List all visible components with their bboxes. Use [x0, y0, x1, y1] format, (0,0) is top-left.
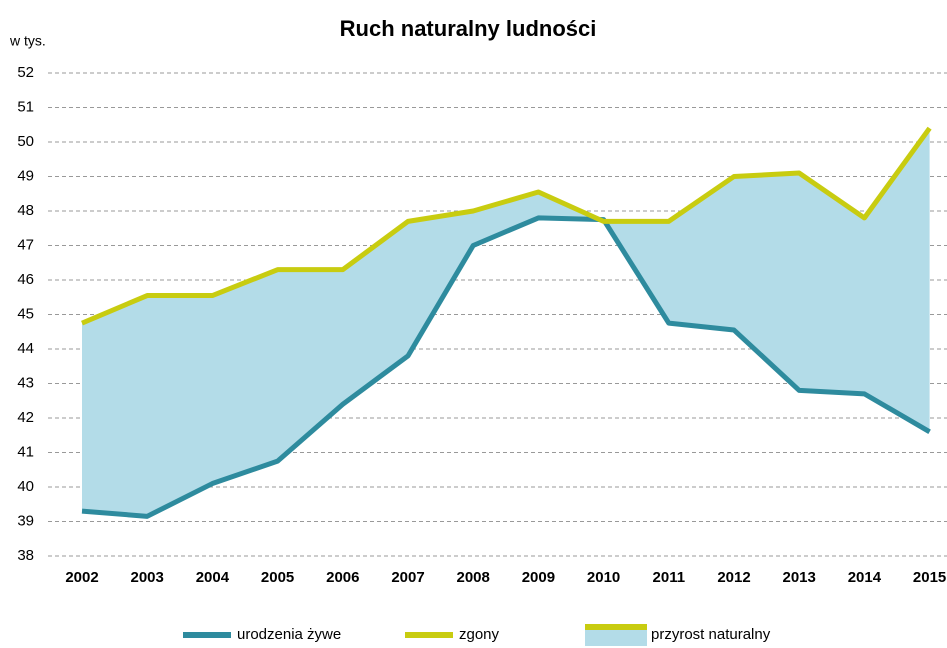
- y-tick-label: 49: [17, 167, 34, 184]
- y-tick-label: 41: [17, 443, 34, 460]
- y-tick-label: 51: [17, 98, 34, 115]
- y-tick-label: 40: [17, 478, 34, 495]
- chart-title: Ruch naturalny ludności: [340, 16, 597, 41]
- line: [81, 215, 931, 519]
- x-tick-label: 2005: [261, 569, 294, 586]
- legend-swatch: [585, 627, 647, 646]
- y-tick-label: 42: [17, 409, 34, 426]
- x-tick-label: 2003: [131, 569, 164, 586]
- y-unit: w tys.: [9, 33, 46, 49]
- x-tick-label: 2014: [848, 569, 882, 586]
- line: [81, 126, 932, 326]
- x-tick-label: 2015: [913, 569, 946, 586]
- y-tick-label: 46: [17, 271, 34, 288]
- x-tick-label: 2011: [653, 569, 686, 586]
- y-tick-label: 43: [17, 374, 34, 391]
- y-tick-label: 45: [17, 305, 34, 322]
- x-tick-label: 2007: [391, 569, 424, 586]
- y-tick-label: 44: [17, 340, 34, 357]
- legend-label: przyrost naturalny: [651, 626, 771, 643]
- x-tick-label: 2004: [196, 569, 230, 586]
- x-tick-label: 2010: [587, 569, 620, 586]
- x-tick-label: 2009: [522, 569, 555, 586]
- legend-label: urodzenia żywe: [237, 626, 341, 643]
- x-tick-label: 2002: [65, 569, 98, 586]
- y-tick-label: 52: [17, 64, 34, 81]
- y-tick-label: 39: [17, 512, 34, 529]
- y-tick-label: 50: [17, 133, 34, 150]
- legend-label: zgony: [459, 626, 500, 643]
- y-tick-label: 47: [17, 236, 34, 253]
- y-tick-label: 48: [17, 202, 34, 219]
- x-tick-label: 2012: [717, 569, 750, 586]
- y-tick-label: 38: [17, 547, 34, 564]
- x-tick-label: 2013: [783, 569, 816, 586]
- x-tick-label: 2008: [457, 569, 490, 586]
- area: [82, 128, 930, 517]
- x-tick-label: 2006: [326, 569, 359, 586]
